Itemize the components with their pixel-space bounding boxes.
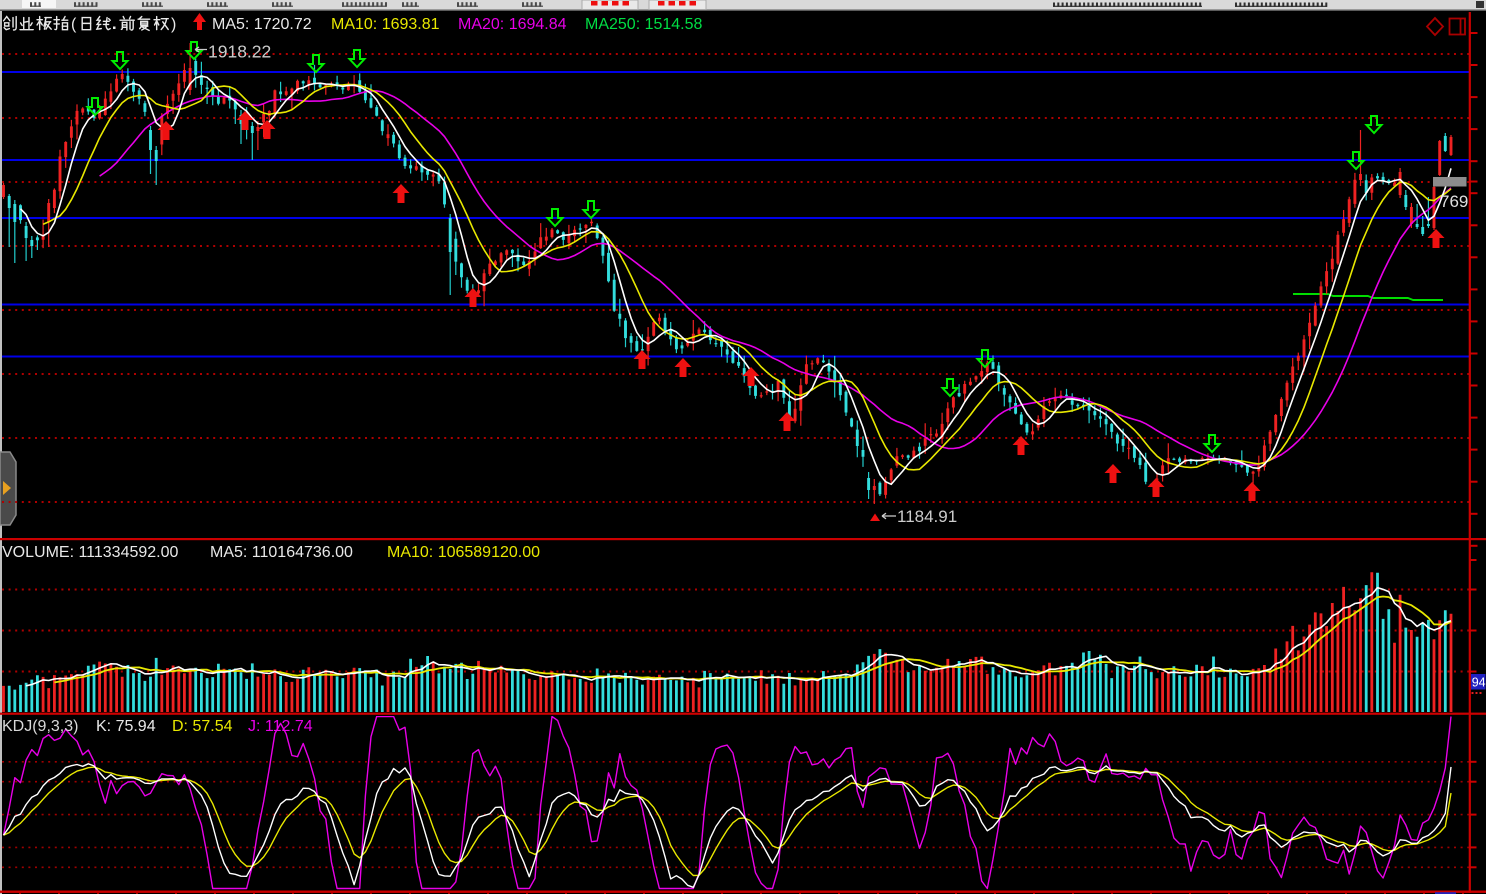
svg-text:1918.22: 1918.22 xyxy=(208,42,271,62)
svg-text:): ) xyxy=(171,16,176,33)
svg-text:MA5: 110164736.00: MA5: 110164736.00 xyxy=(210,544,353,561)
svg-text:MA10: 106589120.00: MA10: 106589120.00 xyxy=(387,544,540,561)
svg-text:MA10: 1693.81: MA10: 1693.81 xyxy=(331,16,440,33)
svg-text:769: 769 xyxy=(1440,192,1468,211)
svg-text:K: 75.94: K: 75.94 xyxy=(96,718,156,735)
svg-text:D: 57.54: D: 57.54 xyxy=(172,718,233,735)
svg-text:VOLUME: 111334592.00: VOLUME: 111334592.00 xyxy=(2,544,179,561)
svg-text:(: ( xyxy=(71,16,77,33)
svg-text:94: 94 xyxy=(1472,676,1486,690)
svg-text:J: 112.74: J: 112.74 xyxy=(248,718,313,735)
svg-text:KDJ(9,3,3): KDJ(9,3,3) xyxy=(2,718,78,735)
svg-text:1184.91: 1184.91 xyxy=(897,507,957,526)
svg-text:MA250: 1514.58: MA250: 1514.58 xyxy=(585,16,703,33)
svg-text:MA20: 1694.84: MA20: 1694.84 xyxy=(458,16,567,33)
svg-text:MA5: 1720.72: MA5: 1720.72 xyxy=(212,16,312,33)
